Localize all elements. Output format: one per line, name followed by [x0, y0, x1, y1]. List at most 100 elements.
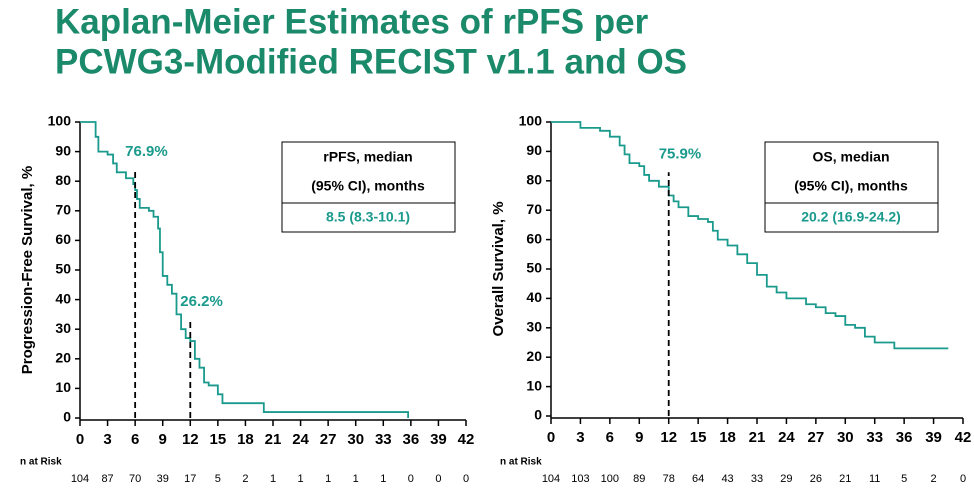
x-tick-label: 9	[635, 429, 643, 446]
legend-value: 8.5 (8.3-10.1)	[326, 209, 410, 225]
n-at-risk: 39	[157, 473, 169, 485]
n-at-risk: 64	[692, 473, 704, 485]
x-tick-label: 30	[347, 431, 364, 448]
x-tick-label: 36	[403, 431, 420, 448]
survival-curve	[80, 121, 409, 418]
legend-value: 20.2 (16.9-24.2)	[801, 209, 901, 225]
n-at-risk: 1	[325, 473, 331, 485]
x-tick-label: 18	[719, 429, 736, 446]
n-at-risk: 21	[839, 473, 851, 485]
n-at-risk: 5	[901, 473, 907, 485]
y-axis-label: Overall Survival, %	[490, 201, 507, 336]
x-tick-label: 30	[837, 429, 854, 446]
y-tick-label: 80	[526, 172, 542, 188]
x-tick-label: 3	[576, 429, 584, 446]
y-tick-label: 90	[526, 142, 542, 158]
x-tick-label: 21	[749, 429, 766, 446]
x-tick-label: 36	[896, 429, 913, 446]
y-tick-label: 20	[55, 350, 71, 366]
y-tick-label: 30	[526, 319, 542, 335]
x-tick-label: 33	[866, 429, 883, 446]
title-line: PCWG3-Modified RECIST v1.1 and OS	[55, 42, 687, 81]
x-tick-label: 21	[265, 431, 282, 448]
y-tick-label: 60	[526, 230, 542, 246]
n-at-risk: 87	[101, 473, 113, 485]
n-at-risk: 29	[780, 473, 792, 485]
legend-box	[281, 141, 456, 233]
y-tick-label: 70	[55, 202, 71, 218]
n-at-risk: 100	[601, 473, 619, 485]
legend-text: (95% CI), months	[794, 178, 908, 194]
x-tick-label: 12	[660, 429, 677, 446]
x-tick-label: 27	[320, 431, 337, 448]
median-label: 75.9%	[659, 146, 702, 163]
n-at-risk: 0	[435, 473, 441, 485]
y-tick-label: 20	[526, 348, 542, 364]
y-tick-label: 70	[526, 201, 542, 217]
y-tick-label: 0	[63, 409, 71, 425]
x-tick-label: 27	[808, 429, 825, 446]
y-tick-label: 40	[55, 290, 71, 306]
n-at-risk: 89	[633, 473, 645, 485]
n-at-risk: 0	[463, 473, 469, 485]
legend-text: OS, median	[812, 149, 889, 165]
x-tick-label: 33	[375, 431, 392, 448]
y-tick-label: 100	[519, 113, 543, 129]
n-at-risk: 43	[721, 473, 733, 485]
y-tick-label: 10	[526, 377, 542, 393]
n-at-risk: 0	[408, 473, 414, 485]
legend-text: rPFS, median	[323, 149, 412, 165]
n-at-risk: 11	[869, 473, 880, 485]
y-tick-label: 100	[48, 113, 72, 129]
median-label: 76.9%	[125, 143, 168, 160]
x-tick-label: 39	[925, 429, 942, 446]
y-tick-label: 10	[55, 379, 71, 395]
n-at-risk: 17	[184, 473, 196, 485]
x-tick-label: 24	[778, 429, 795, 446]
y-tick-label: 40	[526, 289, 542, 305]
x-tick-label: 18	[237, 431, 254, 448]
n-at-risk: 78	[663, 473, 675, 485]
y-tick-label: 80	[55, 172, 71, 188]
x-tick-label: 0	[76, 431, 84, 448]
legend-box	[764, 141, 939, 233]
x-tick-label: 9	[159, 431, 167, 448]
x-tick-label: 3	[103, 431, 111, 448]
y-axis-label: Progression-Free Survival, %	[19, 166, 36, 374]
y-tick-label: 60	[55, 231, 71, 247]
n-at-risk: 70	[129, 473, 141, 485]
legend-text: (95% CI), months	[311, 178, 425, 194]
x-tick-label: 39	[430, 431, 447, 448]
risk-label: n at Risk	[500, 457, 542, 468]
n-at-risk: 104	[71, 473, 89, 485]
x-tick-label: 24	[292, 431, 309, 448]
x-tick-label: 6	[606, 429, 614, 446]
y-tick-label: 50	[526, 260, 542, 276]
n-at-risk: 5	[215, 473, 221, 485]
x-tick-label: 12	[182, 431, 199, 448]
y-tick-label: 50	[55, 261, 71, 277]
y-tick-label: 30	[55, 320, 71, 336]
risk-label: n at Risk	[20, 457, 62, 468]
n-at-risk: 1	[298, 473, 304, 485]
x-tick-label: 0	[547, 429, 555, 446]
n-at-risk: 2	[931, 473, 937, 485]
x-tick-label: 15	[210, 431, 227, 448]
x-tick-label: 42	[955, 429, 972, 446]
x-tick-label: 6	[131, 431, 139, 448]
x-tick-label: 15	[690, 429, 707, 446]
title-line: Kaplan-Meier Estimates of rPFS per	[55, 2, 649, 41]
n-at-risk: 1	[270, 473, 276, 485]
n-at-risk: 2	[242, 473, 248, 485]
n-at-risk: 1	[353, 473, 359, 485]
x-tick-label: 42	[458, 431, 475, 448]
n-at-risk: 103	[571, 473, 589, 485]
n-at-risk: 104	[542, 473, 560, 485]
y-tick-label: 0	[534, 407, 542, 423]
n-at-risk: 0	[960, 473, 966, 485]
median-label: 26.2%	[180, 293, 223, 310]
survival-curve	[551, 121, 949, 350]
n-at-risk: 26	[810, 473, 822, 485]
n-at-risk: 1	[380, 473, 386, 485]
